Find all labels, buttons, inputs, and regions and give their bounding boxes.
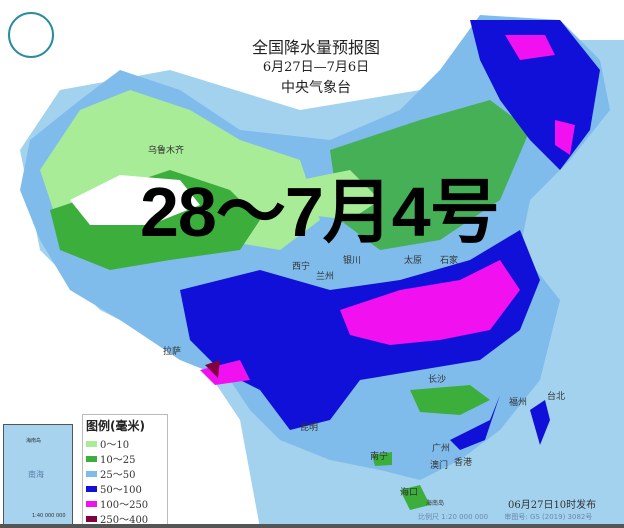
inset-scale: 1:40 000 000	[32, 513, 66, 519]
region-100-250-ne2	[555, 120, 575, 155]
legend-label: 25～50	[100, 470, 136, 481]
map-number: 审图号: GS (2019) 3082号	[504, 513, 593, 521]
map-scale: 比例尺 1:20 000 000	[418, 513, 489, 521]
city-label: 福州	[509, 398, 528, 408]
city-label: 台北	[547, 392, 566, 402]
south-china-sea-inset: 南海 海南岛 1:40 000 000	[3, 424, 73, 526]
city-label: 南宁	[370, 452, 389, 462]
issuer: 中央气象台	[281, 80, 351, 96]
legend-title: 图例(毫米)	[86, 419, 145, 433]
region-100-250	[340, 260, 520, 345]
legend-item: 250～400	[83, 511, 167, 526]
map-title: 全国降水量预报图	[251, 38, 380, 57]
legend-swatch	[86, 455, 97, 462]
legend-label: 0～10	[100, 440, 130, 451]
city-label: 香港	[454, 458, 473, 468]
legend-swatch	[86, 485, 97, 492]
city-label: 昆明	[300, 423, 319, 433]
legend-label: 100～250	[100, 500, 149, 511]
city-label: 太原	[404, 256, 423, 266]
legend-swatch	[86, 470, 97, 477]
region-10-25-south	[410, 385, 490, 415]
legend-item: 0～10	[83, 436, 167, 451]
legend-swatch	[86, 515, 97, 522]
region-100-250-ne	[505, 35, 555, 60]
map-title-block: 全国降水量预报图 6月27日—7月6日 中央气象台	[226, 38, 406, 98]
legend: 图例(毫米) 0～10 10～25 25～50 50～100 100～250 250～40…	[82, 414, 168, 526]
city-label: 拉萨	[163, 347, 182, 357]
city-label: 长沙	[428, 375, 447, 385]
region-10-25-north	[330, 100, 530, 250]
region-10-25-nanning	[372, 452, 392, 466]
legend-swatch	[86, 500, 97, 507]
city-label: 乌鲁木齐	[148, 146, 185, 156]
legend-item: 10～25	[83, 451, 167, 466]
inset-sea-label: 南海	[28, 470, 44, 479]
cma-logo	[8, 12, 54, 58]
legend-item: 50～100	[83, 481, 167, 496]
date-range: 6月27日—7月6日	[262, 60, 370, 75]
city-label: 兰州	[316, 272, 335, 282]
city-label: 澳门	[430, 461, 449, 471]
legend-label: 50～100	[100, 485, 142, 496]
region-50-100-coast	[450, 395, 500, 450]
region-10-25-hainan	[400, 485, 430, 510]
legend-label: 10～25	[100, 455, 136, 466]
city-label: 海口	[400, 488, 419, 498]
bottom-border	[0, 524, 624, 528]
legend-label: 250～400	[100, 515, 149, 526]
city-label: 银川	[343, 256, 362, 266]
region-250-400	[205, 360, 220, 378]
legend-item: 100～250	[83, 496, 167, 511]
overlay-date-text: 28～7月4号	[140, 173, 500, 251]
city-label: 石家	[440, 256, 459, 266]
region-0-10-inner	[300, 170, 380, 220]
inset-island-label: 海南岛	[26, 438, 42, 444]
legend-item: 25～50	[83, 466, 167, 481]
city-label: 西宁	[292, 262, 311, 272]
region-0-10-desert	[70, 175, 200, 225]
region-100-250-sw	[200, 360, 250, 385]
city-label: 海南岛	[426, 500, 445, 507]
map-scale-and-number: 比例尺 1:20 000 000 审图号: GS (2019) 3082号	[418, 512, 592, 522]
region-50-100-taiwan	[530, 400, 550, 445]
city-label: 广州	[432, 444, 451, 454]
legend-swatch	[86, 440, 97, 447]
publish-time: 06月27日10时发布	[508, 500, 597, 511]
